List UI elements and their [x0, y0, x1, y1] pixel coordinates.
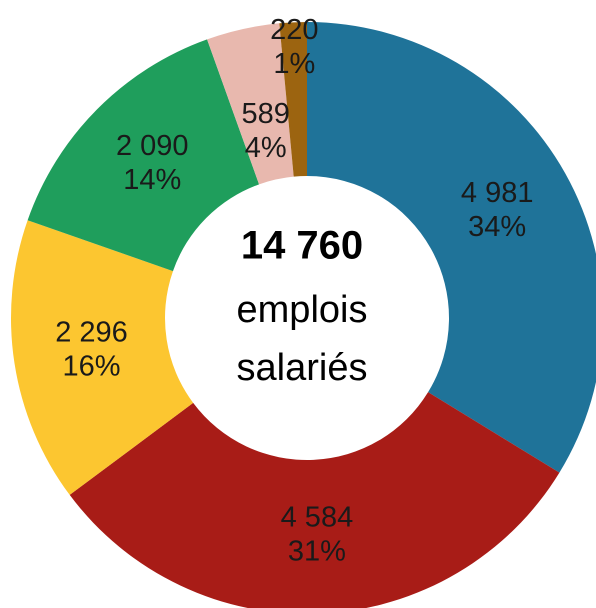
percent-label: 16% [62, 351, 120, 383]
percent-label: 31% [288, 535, 346, 567]
center-text: salariés [237, 347, 368, 389]
value-label: 589 [242, 98, 290, 130]
slice [307, 22, 596, 473]
slice [279, 22, 307, 177]
value-label: 4 584 [281, 501, 354, 533]
value-label: 220 [270, 14, 318, 46]
slice [27, 39, 260, 272]
value-label: 2 090 [116, 130, 189, 162]
slice [10, 220, 194, 495]
slice [207, 23, 294, 185]
percent-label: 4% [245, 132, 287, 164]
percent-label: 34% [468, 211, 526, 243]
value-label: 4 981 [461, 177, 534, 209]
percent-label: 1% [273, 48, 315, 80]
percent-label: 14% [123, 164, 181, 196]
slice [69, 392, 560, 608]
slices [10, 22, 596, 608]
center-text: emplois [237, 289, 368, 331]
value-label: 2 296 [55, 317, 128, 349]
total-label: 14 760 [241, 224, 363, 268]
